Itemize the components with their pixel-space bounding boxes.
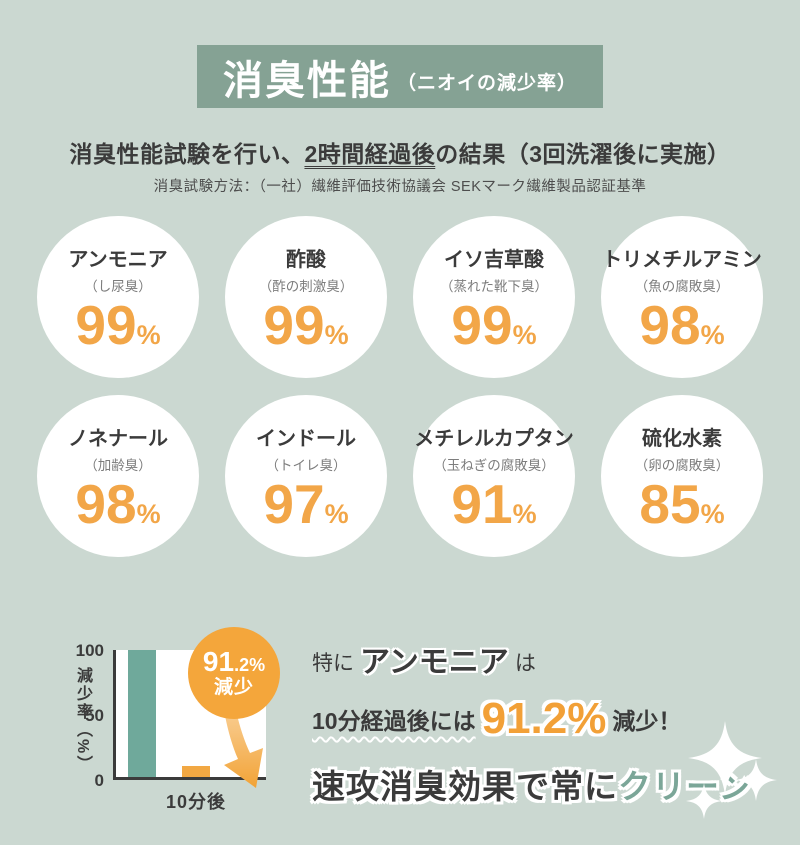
test-method-note: 消臭試験方法：（一社）繊維評価技術協議会 SEKマーク繊維製品認証基準 xyxy=(153,179,647,195)
page-title: 消臭性能 xyxy=(222,58,391,103)
odor-circle-hydrogen-sulfide: 硫化水素 （卵の腐敗臭） 85% xyxy=(601,395,763,557)
reduction-badge: 91.2% 減少 xyxy=(188,627,280,719)
line3-main: 速攻消臭効果で常に xyxy=(312,768,618,805)
odor-circle-methyl-mercaptan: メチレルカプタン （玉ねぎの腐敗臭） 91% xyxy=(413,395,575,557)
odor-percent: 85% xyxy=(639,473,725,535)
odor-name: トリメチルアミン xyxy=(602,249,762,271)
title-banner: 消臭性能 （ニオイの減少率） xyxy=(197,45,603,108)
summary-underlined: 2時間経過後 xyxy=(304,141,436,167)
odor-note: （加齢臭） xyxy=(84,458,152,473)
summary-suffix: の結果（3回洗濯後に実施） xyxy=(435,141,731,167)
odor-percent: 97% xyxy=(263,473,349,535)
odor-results-grid: アンモニア （し尿臭） 99% 酢酸 （酢の刺激臭） 99% イソ吉草酸 （蒸れ… xyxy=(37,216,763,557)
odor-note: （し尿臭） xyxy=(84,279,152,294)
odor-note: （蒸れた靴下臭） xyxy=(440,279,548,294)
summary-prefix: 消臭性能試験を行い、 xyxy=(69,141,305,167)
highlight-line3: 速攻消臭効果で常にクリーン xyxy=(312,760,772,808)
badge-label: 減少 xyxy=(213,676,254,698)
odor-percent: 99% xyxy=(75,294,161,356)
line1-suffix: は xyxy=(514,652,536,675)
line1-prefix: 特に xyxy=(312,652,354,675)
odor-circle-nonenal: ノネナール （加齢臭） 98% xyxy=(37,395,199,557)
odor-note: （トイレ臭） xyxy=(265,458,347,473)
odor-circle-acetic-acid: 酢酸 （酢の刺激臭） 99% xyxy=(225,216,387,378)
odor-circle-ammonia: アンモニア （し尿臭） 99% xyxy=(37,216,199,378)
y-tick-50: 50 xyxy=(85,706,104,725)
odor-note: （酢の刺激臭） xyxy=(258,279,354,294)
odor-percent: 99% xyxy=(451,294,537,356)
line2-lead: 10分経過後には xyxy=(312,708,476,734)
sparkle-icon xyxy=(686,783,722,819)
odor-percent: 98% xyxy=(639,294,725,356)
highlight-copy: 特に アンモニアは 10分経過後には 91.2% 減少！ 速攻消臭効果で常にクリーン xyxy=(312,637,772,808)
odor-circle-indole: インドール （トイレ臭） 97% xyxy=(225,395,387,557)
odor-circle-trimethylamine: トリメチルアミン （魚の腐敗臭） 98% xyxy=(601,216,763,378)
line2-percent: 91.2% xyxy=(481,694,607,743)
chart-x-label: 10分後 xyxy=(166,792,227,812)
odor-name: イソ吉草酸 xyxy=(444,249,544,271)
test-result-summary: 消臭性能試験を行い、2時間経過後の結果（3回洗濯後に実施） xyxy=(0,138,800,170)
line2-tail: 減少！ xyxy=(612,708,682,734)
odor-note: （魚の腐敗臭） xyxy=(634,279,730,294)
chart-y-axis-label: 減少率（%） xyxy=(74,667,91,774)
odor-percent: 91% xyxy=(451,473,537,535)
y-tick-0: 0 xyxy=(94,771,104,790)
page-title-note: （ニオイの減少率） xyxy=(396,73,577,94)
highlight-line2: 10分経過後には 91.2% 減少！ xyxy=(312,694,772,744)
reduction-bar-chart: 減少率（%） 100 50 0 91.2% 減少 10分後 xyxy=(58,627,298,827)
odor-note: （玉ねぎの腐敗臭） xyxy=(433,458,555,473)
badge-value: 91 xyxy=(202,646,235,678)
bar-initial xyxy=(128,650,156,777)
odor-name: 硫化水素 xyxy=(642,428,722,450)
odor-name: メチレルカプタン xyxy=(414,428,574,450)
odor-percent: 98% xyxy=(75,473,161,535)
line1-emphasis: アンモニア xyxy=(360,646,509,679)
odor-name: アンモニア xyxy=(68,249,168,271)
odor-name: ノネナール xyxy=(68,428,168,450)
highlight-line1: 特に アンモニアは xyxy=(312,637,772,681)
sparkle-cluster xyxy=(680,707,790,827)
odor-note: （卵の腐敗臭） xyxy=(634,458,730,473)
sparkle-icon xyxy=(688,721,762,795)
odor-name: インドール xyxy=(256,428,356,450)
odor-percent: 99% xyxy=(263,294,349,356)
odor-name: 酢酸 xyxy=(286,249,326,271)
bar-after-10min xyxy=(182,765,210,777)
y-tick-100: 100 xyxy=(75,641,104,660)
odor-circle-isovaleric-acid: イソ吉草酸 （蒸れた靴下臭） 99% xyxy=(413,216,575,378)
sparkle-icon xyxy=(735,759,777,801)
